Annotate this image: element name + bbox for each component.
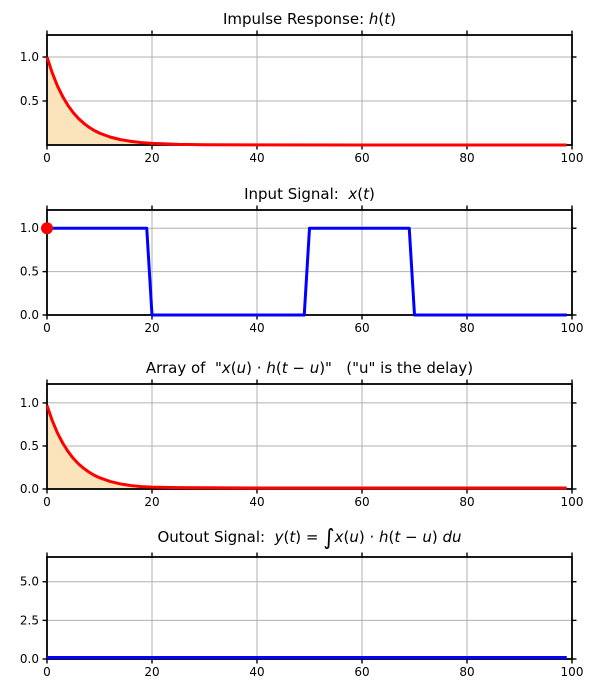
title-text: )" ("u" is the delay) [319,359,474,377]
x-tick-label: 20 [144,321,159,335]
title-text: ( [343,528,350,546]
x-tick-label: 40 [249,321,264,335]
plot-frame [46,34,573,146]
title-text: ) [369,185,375,203]
x-tick-label: 100 [561,665,584,679]
signal-line-input-signal [47,226,567,317]
title-text: ) · [246,359,267,377]
plot-frame [46,383,573,490]
y-tick-label: 1.0 [20,221,39,235]
math-term: t [394,528,401,546]
integral-symbol: ∫ [323,525,335,551]
chart-title-impulse-response: Impulse Response: h(t) [47,6,572,32]
title-text: ( [283,528,290,546]
y-tick-label: 2.5 [20,613,39,627]
math-term: x [334,528,344,546]
title-text: ( [388,528,395,546]
plot-frame [46,209,573,316]
chart-title-output-signal: Outout Signal: y(t) = ∫x(u) · h(t − u) d… [47,524,572,554]
y-tick-label: 5.0 [20,575,39,589]
math-term: x [348,185,358,203]
title-text: ( [230,359,237,377]
x-tick-label: 60 [354,321,369,335]
y-tick-label: 1.0 [20,396,39,410]
x-tick-label: 40 [249,151,264,165]
y-tick-label: 0.0 [20,482,39,496]
x-tick-label: 100 [561,495,584,509]
x-tick-label: 80 [459,151,474,165]
math-term: x [221,359,231,377]
math-term: h [368,10,379,28]
signal-line-impulse-response [45,56,567,147]
x-tick-label: 0 [43,665,51,679]
x-tick-label: 20 [144,665,159,679]
signal-line-product-array [45,405,567,490]
x-tick-label: 60 [354,151,369,165]
title-text: ( [275,359,282,377]
x-tick-label: 20 [144,151,159,165]
x-tick-label: 100 [561,151,584,165]
title-text: Outout Signal: [157,528,275,546]
math-term: u [236,359,247,377]
x-tick-label: 80 [459,495,474,509]
x-tick-label: 40 [249,665,264,679]
math-term: t [384,10,391,28]
y-tick-label: 0.5 [20,439,39,453]
math-term: u [422,528,432,546]
y-tick-label: 0.5 [20,94,39,108]
math-term: t [281,359,288,377]
plot-frame [46,556,573,660]
subplot-impulse-response: 0 20 40 60 80 100 0.5 1.0 [20,30,584,165]
area-fill [47,57,567,145]
x-tick-label: 20 [144,495,159,509]
chart-title-input-signal: Input Signal: x(t) [47,181,572,207]
data-point-marker [41,222,53,235]
title-text: Impulse Response: [222,10,369,28]
title-text: ) [431,528,443,546]
area-fill [47,405,567,489]
math-term: t [363,185,370,203]
title-text: ) [390,10,397,28]
x-tick-label: 40 [249,495,264,509]
y-tick-label: 0.5 [20,265,39,279]
title-text: − [287,359,310,377]
math-term: h [379,528,389,546]
title-text: ) = [295,528,324,546]
title-text: ) · [358,528,380,546]
math-term: u [349,528,359,546]
math-term: du [442,528,462,546]
y-tick-label: 0.0 [20,652,39,666]
title-text: ( [357,185,364,203]
subplot-input-signal: 0 20 40 60 80 100 0.0 0.5 1.0 [20,205,584,335]
x-tick-label: 100 [561,321,584,335]
x-tick-label: 80 [459,321,474,335]
math-term: t [289,528,296,546]
x-tick-label: 60 [354,665,369,679]
x-tick-label: 80 [459,665,474,679]
math-term: u [309,359,320,377]
x-tick-label: 0 [43,495,51,509]
title-text: Input Signal: [244,185,349,203]
y-tick-label: 1.0 [20,50,39,64]
subplot-product-array: 0 20 40 60 80 100 0.0 0.5 1.0 [20,379,584,509]
title-text: ( [378,10,385,28]
math-term: y [274,528,284,546]
title-text: − [400,528,423,546]
x-tick-label: 0 [43,151,51,165]
y-tick-label: 0.0 [20,308,39,322]
title-text: Array of " [145,359,222,377]
x-tick-label: 0 [43,321,51,335]
math-term: h [266,359,276,377]
x-tick-label: 60 [354,495,369,509]
chart-title-product-array: Array of "x(u) · h(t − u)" ("u" is the d… [47,355,572,381]
subplot-output-signal: 0 20 40 60 80 100 0.0 2.5 5.0 [20,552,584,679]
